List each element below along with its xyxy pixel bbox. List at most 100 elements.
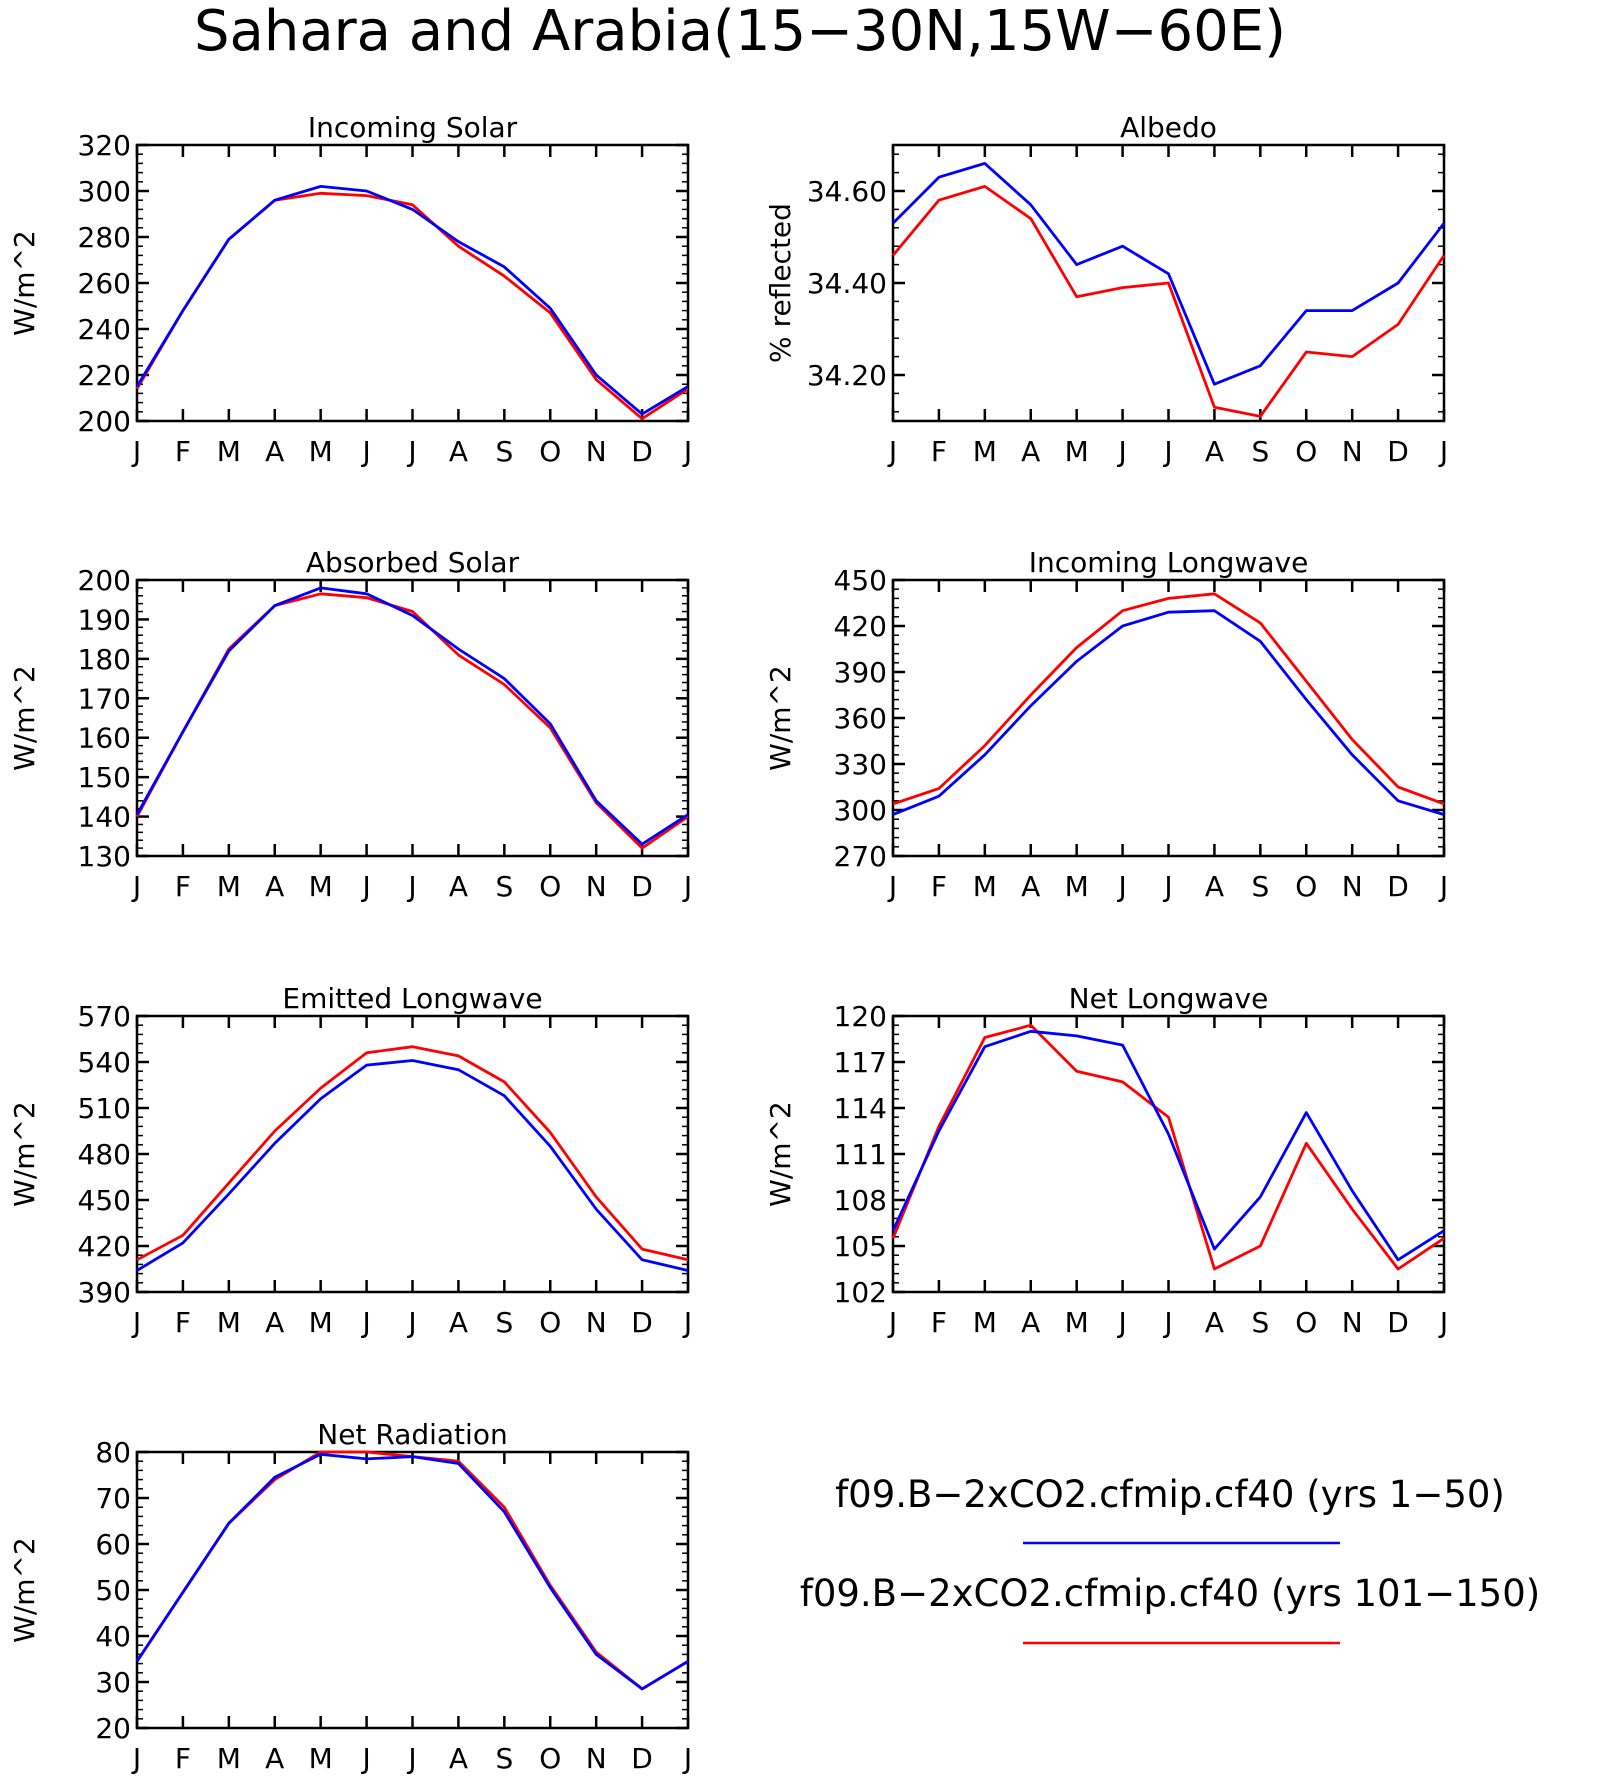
x-tick-label: M <box>1065 870 1089 903</box>
y-tick-label: 200 <box>78 564 131 597</box>
y-tick-label: 480 <box>78 1138 131 1171</box>
chart-title: Net Longwave <box>1069 982 1269 1015</box>
x-tick-label: A <box>449 1306 468 1339</box>
x-tick-label: S <box>1251 870 1269 903</box>
x-tick-label: D <box>631 1306 653 1339</box>
series-line-2 <box>135 1450 689 1691</box>
x-tick-label: O <box>1295 1306 1317 1339</box>
y-tick-label: 540 <box>78 1046 131 1079</box>
x-tick-label: S <box>495 870 513 903</box>
x-tick-label: O <box>539 435 561 468</box>
chart-title: Incoming Longwave <box>1029 546 1309 579</box>
chart-title: Albedo <box>1120 111 1217 144</box>
series-line-2 <box>891 1023 1445 1271</box>
y-tick-label: 450 <box>78 1184 131 1217</box>
x-tick-label: J <box>887 870 897 903</box>
legend: f09.B−2xCO2.cfmip.cf40 (yrs 1−50) f09.B−… <box>800 1473 1540 1645</box>
y-tick-label: 240 <box>78 313 131 346</box>
plot-frame <box>135 1450 690 1730</box>
x-tick-label: M <box>973 870 997 903</box>
series-line-1 <box>135 184 689 416</box>
x-tick-label: D <box>1387 1306 1409 1339</box>
y-tick-label: 150 <box>78 761 131 794</box>
plot-frame <box>135 1014 690 1294</box>
x-tick-label: J <box>360 435 370 468</box>
plot-frame <box>135 578 690 858</box>
x-tick-label: M <box>973 435 997 468</box>
x-tick-label: M <box>217 1306 241 1339</box>
y-tick-label: 300 <box>78 175 131 208</box>
y-tick-label: 117 <box>834 1046 887 1079</box>
y-tick-label: 80 <box>95 1436 131 1469</box>
x-tick-label: N <box>586 1742 607 1775</box>
y-tick-label: 108 <box>834 1184 887 1217</box>
y-tick-label: 390 <box>834 656 887 689</box>
x-tick-label: J <box>1162 435 1172 468</box>
x-tick-label: F <box>931 1306 947 1339</box>
y-tick-label: 70 <box>95 1482 131 1515</box>
y-tick-label: 160 <box>78 722 131 755</box>
x-tick-label: M <box>217 435 241 468</box>
chart-title: Incoming Solar <box>308 111 518 144</box>
x-tick-label: S <box>495 1742 513 1775</box>
x-tick-label: J <box>887 1306 897 1339</box>
x-tick-label: S <box>495 435 513 468</box>
y-tick-label: 20 <box>95 1712 131 1745</box>
x-tick-label: M <box>309 870 333 903</box>
x-tick-label: F <box>931 870 947 903</box>
x-tick-label: A <box>265 435 284 468</box>
x-tick-label: M <box>309 435 333 468</box>
series-line-2 <box>135 592 689 850</box>
plot-frame <box>135 143 690 423</box>
legend-label-series-1: f09.B−2xCO2.cfmip.cf40 (yrs 1−50) <box>835 1473 1505 1516</box>
y-tick-label: 450 <box>834 564 887 597</box>
x-tick-label: M <box>973 1306 997 1339</box>
y-axis-label: % reflected <box>764 203 797 363</box>
series-line-1 <box>135 1452 689 1691</box>
x-tick-label: N <box>586 870 607 903</box>
y-tick-label: 270 <box>834 840 887 873</box>
x-tick-label: J <box>1438 435 1448 468</box>
y-tick-label: 300 <box>834 794 887 827</box>
x-tick-label: D <box>1387 870 1409 903</box>
x-tick-label: A <box>1021 435 1040 468</box>
y-tick-label: 140 <box>78 801 131 834</box>
x-tick-label: A <box>265 1742 284 1775</box>
x-tick-label: J <box>131 1742 141 1775</box>
x-tick-label: S <box>1251 1306 1269 1339</box>
y-tick-label: 220 <box>78 359 131 392</box>
x-tick-label: D <box>631 435 653 468</box>
x-tick-label: A <box>449 435 468 468</box>
x-tick-label: J <box>406 870 416 903</box>
series-line-2 <box>135 191 689 421</box>
x-tick-label: A <box>1205 1306 1224 1339</box>
y-tick-label: 570 <box>78 1000 131 1033</box>
y-tick-label: 40 <box>95 1620 131 1653</box>
x-tick-label: J <box>360 870 370 903</box>
y-tick-label: 420 <box>834 610 887 643</box>
y-tick-label: 34.20 <box>807 359 887 392</box>
y-tick-label: 320 <box>78 129 131 162</box>
y-tick-label: 170 <box>78 682 131 715</box>
page-title: Sahara and Arabia(15−30N,15W−60E) <box>194 0 1286 64</box>
y-tick-label: 60 <box>95 1528 131 1561</box>
legend-label-series-2: f09.B−2xCO2.cfmip.cf40 (yrs 101−150) <box>800 1572 1540 1615</box>
x-tick-label: F <box>175 435 191 468</box>
x-tick-label: J <box>406 1742 416 1775</box>
chart-title: Emitted Longwave <box>282 982 542 1015</box>
y-tick-label: 280 <box>78 221 131 254</box>
x-tick-label: M <box>217 1742 241 1775</box>
y-tick-label: 420 <box>78 1230 131 1263</box>
y-tick-label: 360 <box>834 702 887 735</box>
x-tick-label: J <box>1438 1306 1448 1339</box>
x-tick-label: F <box>931 435 947 468</box>
y-tick-label: 180 <box>78 643 131 676</box>
x-tick-label: J <box>682 870 692 903</box>
y-tick-label: 390 <box>78 1276 131 1309</box>
y-tick-label: 510 <box>78 1092 131 1125</box>
series-line-2 <box>892 592 1445 806</box>
x-tick-label: J <box>1116 870 1126 903</box>
